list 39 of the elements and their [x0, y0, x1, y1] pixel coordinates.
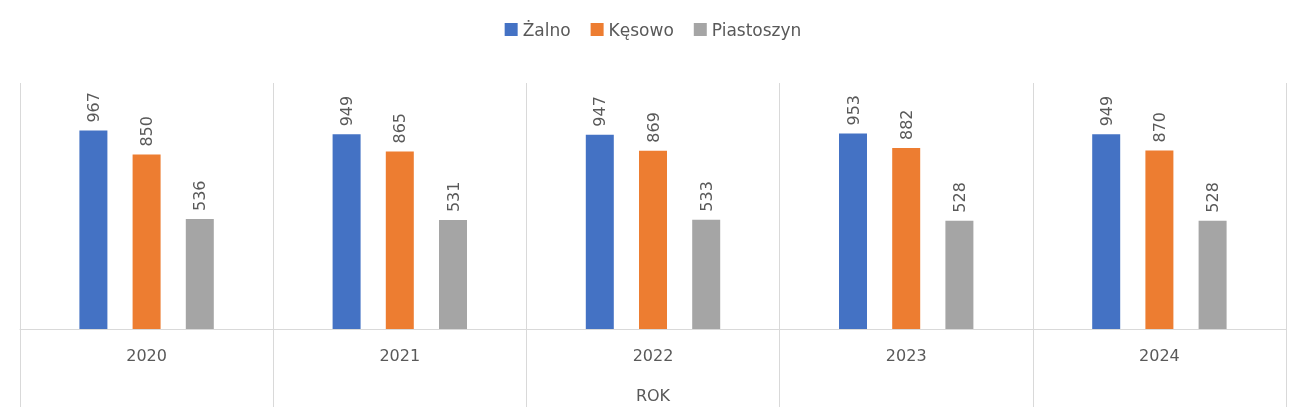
data-label: 528	[1203, 182, 1223, 213]
x-tick-label: 2021	[379, 345, 421, 365]
data-label: 882	[896, 109, 916, 141]
bar	[79, 130, 108, 329]
data-label: 850	[137, 116, 157, 147]
legend-label: Piastoszyn	[711, 19, 802, 40]
data-label: 947	[590, 96, 610, 127]
bar	[385, 151, 414, 329]
data-label: 533	[696, 181, 716, 212]
data-label: 949	[1096, 95, 1116, 127]
bar	[1092, 134, 1121, 329]
bar	[839, 133, 867, 329]
data-label: 870	[1149, 111, 1169, 143]
data-label: 536	[190, 180, 210, 212]
data-label: 528	[949, 182, 969, 213]
data-label: 949	[337, 95, 357, 127]
legend-label: Żalno	[522, 19, 571, 40]
bar	[585, 134, 614, 329]
data-label: 865	[390, 112, 410, 144]
data-label: 531	[443, 181, 463, 213]
data-label: 967	[83, 92, 103, 123]
bar	[332, 134, 361, 329]
bar	[639, 150, 667, 329]
bar	[892, 148, 921, 329]
data-label: 953	[843, 94, 863, 126]
bar	[132, 154, 161, 329]
bar	[1198, 220, 1227, 329]
x-tick-label: 2022	[632, 345, 674, 365]
bar	[439, 220, 467, 329]
x-tick-label: 2020	[126, 345, 167, 365]
data-label: 869	[643, 112, 663, 143]
x-tick-label: 2024	[1139, 345, 1180, 365]
x-axis-title: ROK	[635, 385, 671, 405]
x-tick-label: 2023	[885, 345, 927, 365]
bar	[945, 220, 974, 329]
bar	[185, 219, 214, 329]
bar	[692, 219, 721, 329]
bar	[1145, 150, 1174, 329]
legend-label: Kęsowo	[608, 19, 674, 40]
